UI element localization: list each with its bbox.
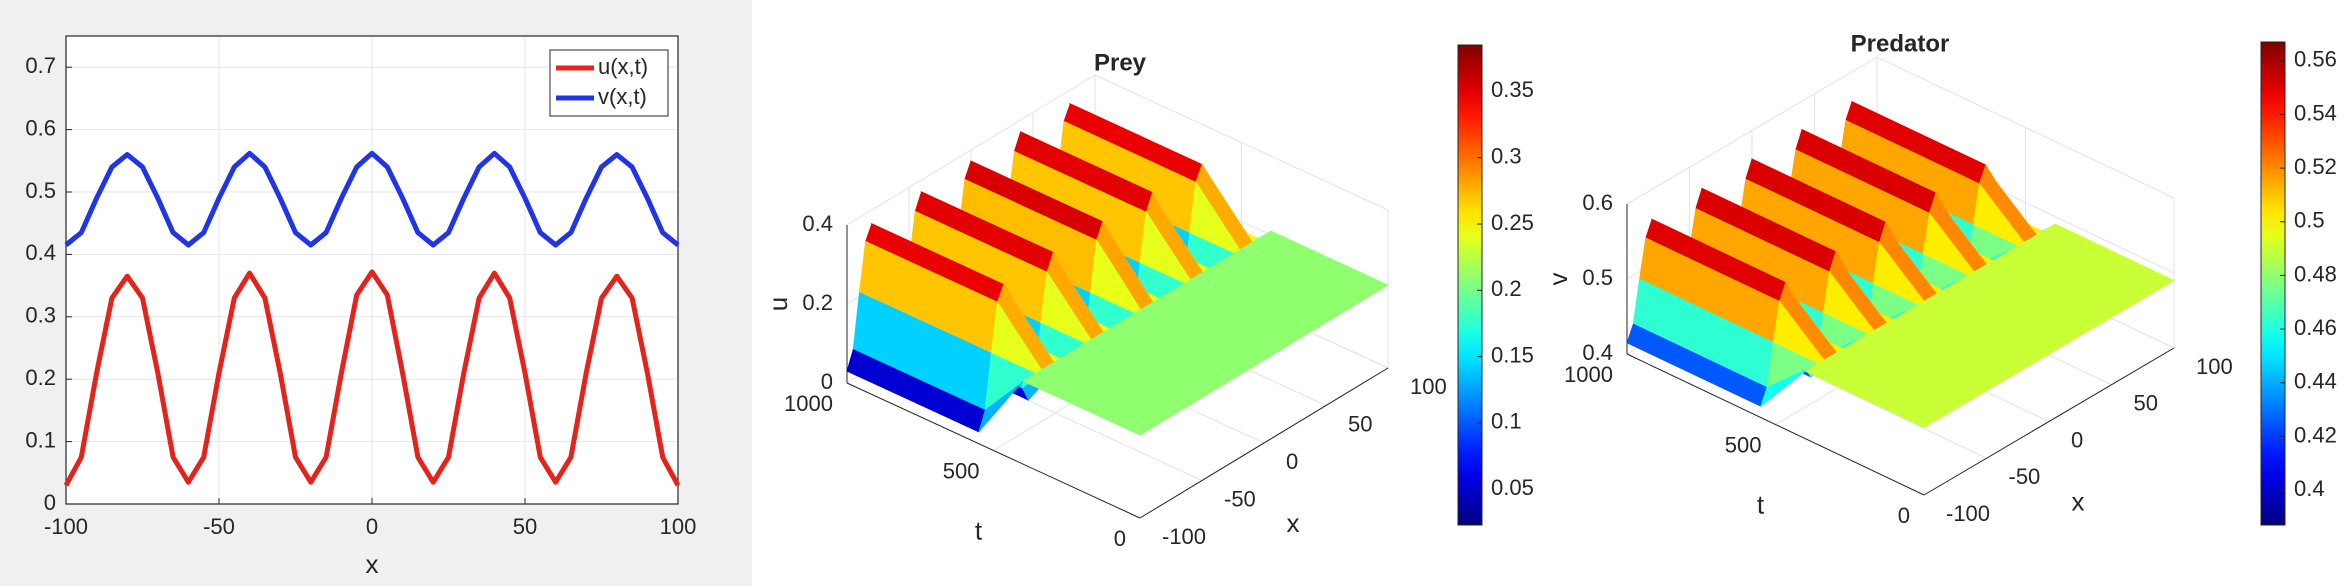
z-axis-label: v (1543, 273, 1573, 286)
x-tick-label: 50 (1348, 411, 1372, 436)
x-axis-label: x (366, 549, 379, 579)
colorbar-tick-label: 0.3 (1491, 144, 1522, 169)
grid-line (1876, 56, 2175, 199)
y-tick-label: 0.7 (25, 53, 56, 78)
chart-title: Prey (1094, 49, 1147, 76)
colorbar-tick-label: 0.56 (2294, 47, 2337, 72)
z-tick-label: 0.2 (802, 290, 833, 315)
surface-patch (1804, 366, 1932, 428)
colorbar-tick-label: 0.52 (2294, 154, 2337, 179)
colorbar (2260, 41, 2286, 526)
z-tick-label: 0.4 (802, 211, 833, 236)
y-tick-label: 0.4 (25, 240, 56, 265)
surface-patch (1021, 376, 1148, 436)
colorbar-tick-label: 0.05 (1491, 475, 1534, 500)
x-tick-label: -50 (203, 514, 235, 539)
x-tick-label: -100 (1946, 501, 1990, 526)
axis-line (1139, 367, 1389, 519)
x-tick-label: 100 (1410, 374, 1447, 399)
colorbar-tick-label: 0.44 (2294, 369, 2337, 394)
z-tick-label: 0.6 (1582, 190, 1613, 215)
colorbar-tick-label: 0.48 (2294, 261, 2337, 286)
x-tick-label: -50 (1224, 486, 1256, 511)
axes-box (65, 35, 679, 505)
colorbar-tick-label: 0.4 (2294, 476, 2325, 501)
y-tick-label: 0 (1114, 526, 1126, 551)
grid-line (1626, 56, 1878, 205)
y-tick-label: 1000 (784, 391, 833, 416)
legend-label: v(x,t) (598, 84, 647, 109)
grid-line (846, 74, 1096, 226)
grid-line (1094, 74, 1389, 211)
x-tick-label: 100 (2196, 354, 2233, 379)
x-axis-label: x (2072, 486, 2085, 516)
y-tick-label: 0.2 (25, 365, 56, 390)
y-tick-label: 500 (943, 458, 980, 483)
colorbar-tick-label: 0.46 (2294, 315, 2337, 340)
x-tick-label: -100 (44, 514, 88, 539)
y-axis-label: t (975, 515, 983, 545)
z-axis-label: u (763, 297, 793, 311)
colorbar-tick-label: 0.15 (1491, 342, 1534, 367)
z-tick-label: 0.5 (1582, 265, 1613, 290)
y-tick-label: 0.1 (25, 427, 56, 452)
data-line (64, 150, 680, 248)
axis-line (846, 382, 1141, 519)
y-tick-label: 0 (1898, 503, 1910, 528)
x-tick-label: 50 (2134, 391, 2158, 416)
axis-line (1923, 347, 2175, 496)
colorbar-tick-label: 0.5 (2294, 208, 2325, 233)
y-tick-label: 0 (44, 490, 56, 515)
colorbar-tick-label: 0.2 (1491, 276, 1522, 301)
colorbar-tick-label: 0.35 (1491, 77, 1534, 102)
colorbar (1457, 44, 1483, 526)
x-tick-label: 100 (660, 514, 697, 539)
y-axis-label: t (1757, 489, 1765, 519)
z-tick-label: 0.4 (1582, 340, 1613, 365)
x-tick-label: 0 (1286, 449, 1298, 474)
x-tick-label: -50 (2009, 464, 2041, 489)
colorbar-tick-label: 0.54 (2294, 100, 2337, 125)
y-tick-label: 500 (1725, 432, 1762, 457)
x-tick-label: -100 (1162, 524, 1206, 549)
y-tick-label: 0.6 (25, 115, 56, 140)
legend-box (549, 49, 669, 117)
y-tick-label: 1000 (1564, 362, 1613, 387)
axis-line (1626, 353, 1925, 496)
z-tick-label: 0 (821, 369, 833, 394)
colorbar-tick-label: 0.42 (2294, 422, 2337, 447)
colorbar-tick-label: 0.1 (1491, 409, 1522, 434)
colorbar-tick-label: 0.25 (1491, 210, 1534, 235)
y-tick-label: 0.3 (25, 303, 56, 328)
data-line (63, 269, 681, 487)
chart-title: Predator (1851, 30, 1950, 57)
x-tick-label: 0 (366, 514, 378, 539)
x-tick-label: 0 (2071, 427, 2083, 452)
x-axis-label: x (1287, 508, 1300, 538)
y-tick-label: 0.5 (25, 178, 56, 203)
x-tick-label: 50 (513, 514, 537, 539)
legend-label: u(x,t) (598, 54, 648, 79)
